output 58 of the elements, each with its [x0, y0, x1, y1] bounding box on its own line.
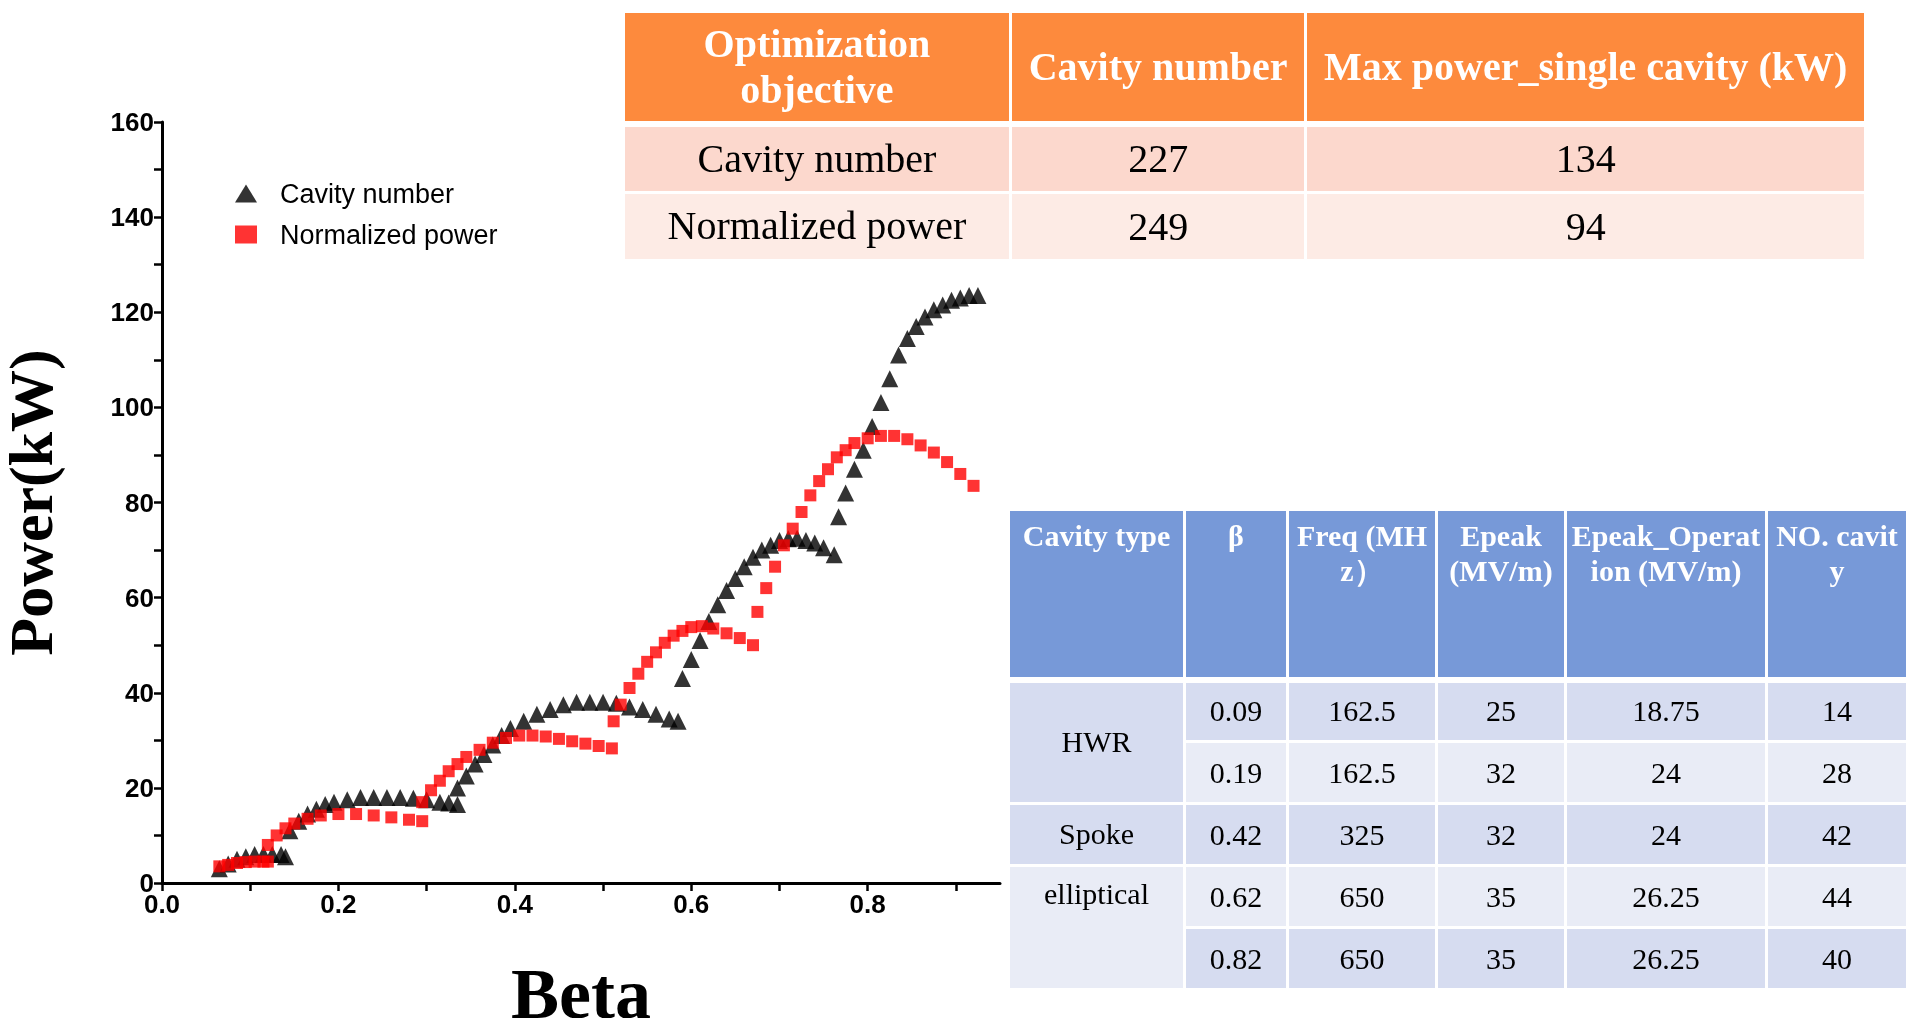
text: 24 — [1651, 755, 1681, 789]
category-label: Optimization objective — [623, 11, 1011, 124]
text: 25 — [1486, 694, 1516, 728]
text: 35 — [1486, 879, 1516, 913]
text: 40 — [1822, 941, 1852, 975]
category-label: Spoke — [1059, 817, 1134, 850]
category-label: Freq (MHz） — [1287, 509, 1437, 680]
text: 18.75 — [1632, 694, 1700, 728]
y-tick-label: 100 — [110, 392, 154, 423]
legend-label: Cavity number — [280, 178, 455, 209]
legend-label: Normalized power — [280, 219, 498, 250]
category-label: NO. cavity — [1766, 509, 1908, 680]
category-label: Max power_single cavity (kW) — [1305, 11, 1866, 124]
text: 0.42 — [1209, 817, 1263, 851]
text: 162.5 — [1328, 755, 1396, 789]
text: 28 — [1822, 755, 1852, 789]
text: 0.19 — [1209, 755, 1263, 789]
y-tick-label: 20 — [125, 772, 154, 803]
y-tick-label: 140 — [110, 202, 154, 233]
text: 325 — [1339, 817, 1385, 851]
text: 650 — [1339, 879, 1385, 913]
y-tick-label: 60 — [125, 582, 154, 613]
text: 249 — [1128, 203, 1189, 249]
text: 0.82 — [1209, 941, 1263, 975]
category-label: Cavity number — [697, 135, 937, 181]
text: 162.5 — [1328, 694, 1396, 728]
category-label: β — [1184, 509, 1288, 680]
y-tick-label: 120 — [110, 297, 154, 328]
text: 94 — [1565, 203, 1606, 249]
text: 24 — [1651, 817, 1681, 851]
text: 650 — [1339, 941, 1385, 975]
category-label: Cavity type — [1008, 509, 1185, 680]
category-label: elliptical — [1044, 877, 1149, 910]
text: 0.62 — [1209, 879, 1263, 913]
category-label: HWR — [1061, 724, 1132, 758]
x-tick-label: 0.8 — [849, 889, 886, 919]
text: 26.25 — [1632, 941, 1700, 975]
category-label: Epeak (MV/m) — [1436, 509, 1566, 680]
text: 134 — [1555, 136, 1616, 182]
text: 32 — [1486, 755, 1516, 789]
y-tick-label: 80 — [125, 487, 154, 518]
text: 32 — [1486, 817, 1516, 851]
text: 35 — [1486, 941, 1516, 975]
category-label: Epeak_Operation (MV/m) — [1565, 509, 1767, 680]
y-axis-title: Power(kW) — [0, 349, 66, 656]
x-tick-label: 0.4 — [496, 889, 534, 919]
text: 227 — [1128, 136, 1189, 182]
y-tick-label: 40 — [125, 677, 154, 708]
text: 42 — [1822, 817, 1852, 851]
text: 26.25 — [1632, 879, 1700, 913]
x-tick-label: 0.2 — [320, 889, 357, 919]
text: 14 — [1822, 694, 1852, 728]
text: 0.09 — [1209, 694, 1263, 728]
category-label: Cavity number — [1010, 11, 1306, 124]
x-tick-label: 0.6 — [673, 889, 710, 919]
text: 44 — [1822, 879, 1852, 913]
category-label: Normalized power — [667, 203, 967, 248]
y-tick-label: 160 — [110, 107, 154, 137]
